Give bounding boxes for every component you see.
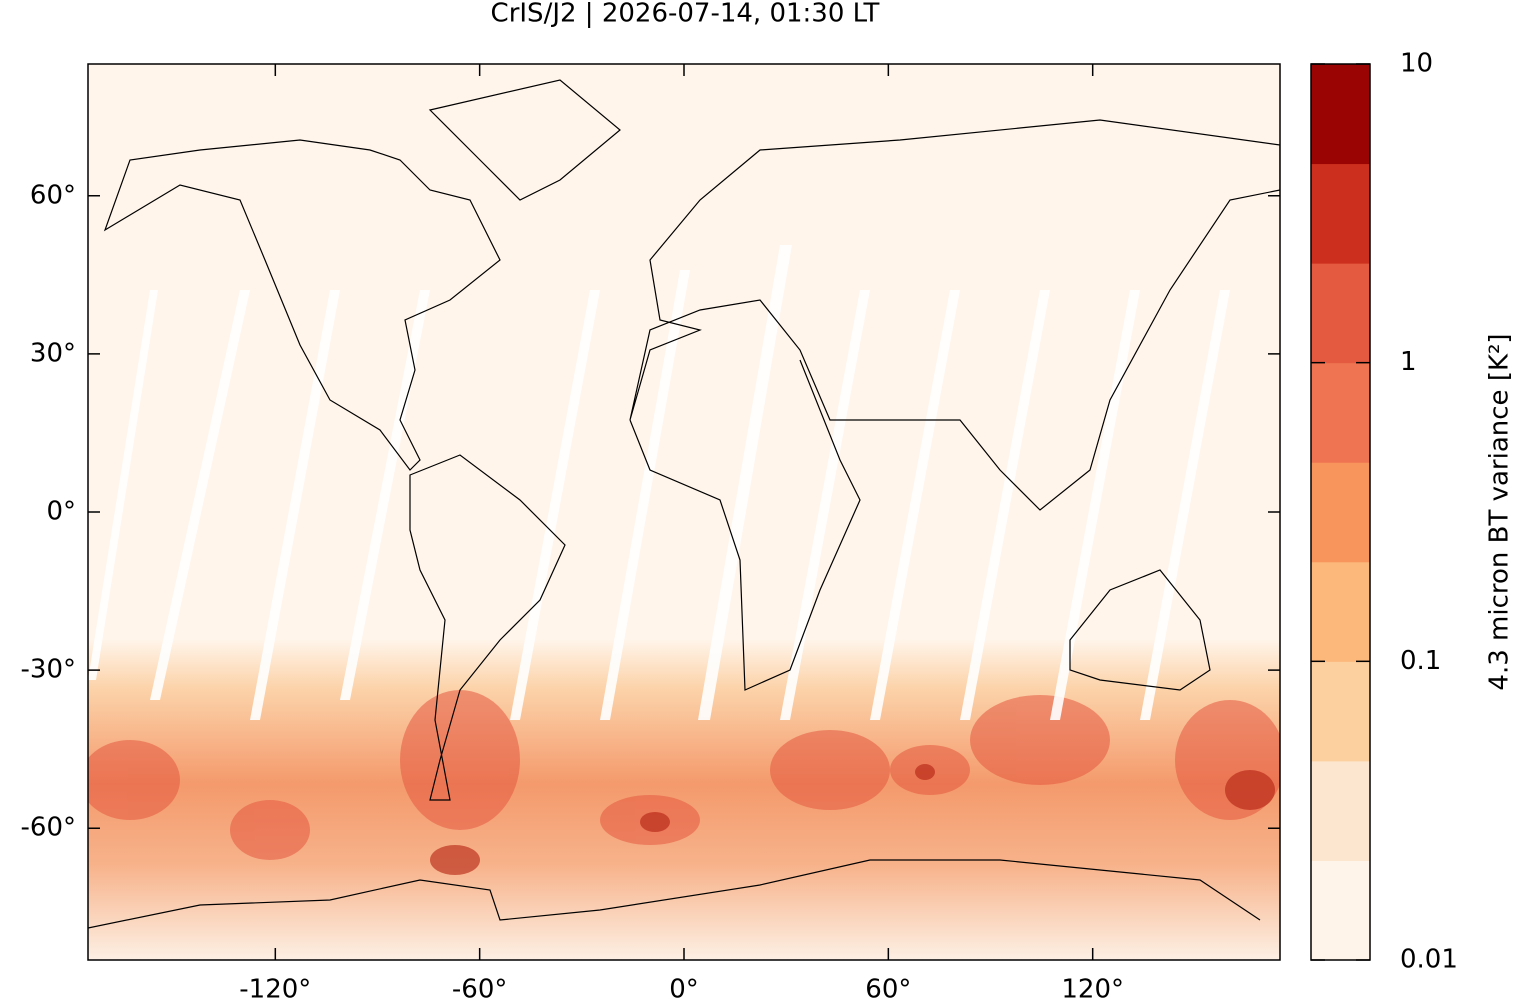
colorbar-band xyxy=(1311,860,1370,961)
swath-gaps xyxy=(88,245,1230,720)
colorbar-band xyxy=(1311,64,1370,165)
colorbar-band xyxy=(1311,462,1370,563)
x-tick-label: -60° xyxy=(452,975,507,1002)
y-tick-label: 0° xyxy=(46,497,76,527)
colorbar-band xyxy=(1311,163,1370,264)
colorbar-band xyxy=(1311,661,1370,762)
x-tick-label: 120° xyxy=(1061,975,1124,1002)
colorbar-band xyxy=(1311,561,1370,662)
colorbar-frame xyxy=(1310,63,1371,961)
x-tick-label: -120° xyxy=(239,975,311,1002)
colorbar-tick-label: 1 xyxy=(1400,347,1417,377)
colorbar-tick-label: 0.01 xyxy=(1400,945,1458,975)
y-tick-label: -60° xyxy=(21,813,76,843)
map-field xyxy=(88,64,1280,960)
colorbar-tick-label: 10 xyxy=(1400,49,1433,79)
y-tick-label: 60° xyxy=(30,180,76,210)
x-tick-label: 60° xyxy=(865,975,911,1002)
y-tick-label: 30° xyxy=(30,338,76,368)
colorbar-label: 4.3 micron BT variance [K²] xyxy=(1485,333,1515,690)
colorbar-tick-label: 0.1 xyxy=(1400,646,1441,676)
colorbar-band xyxy=(1311,263,1370,364)
hotspots-strong xyxy=(430,764,1275,875)
y-tick-label: -30° xyxy=(21,655,76,685)
coastlines xyxy=(88,79,1280,929)
chart-title: CrIS/J2 | 2026-07-14, 01:30 LT xyxy=(491,0,880,29)
colorbar-band xyxy=(1311,362,1370,463)
x-tick-label: 0° xyxy=(669,975,699,1002)
colorbar-band xyxy=(1311,760,1370,861)
southern-band xyxy=(88,640,1280,960)
hotspots xyxy=(88,690,1280,860)
